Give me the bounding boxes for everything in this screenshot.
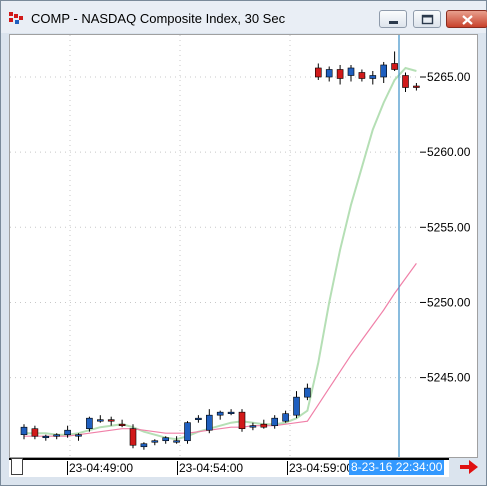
candle-up — [216, 411, 224, 416]
window-title: COMP - NASDAQ Composite Index, 30 Sec — [31, 11, 286, 26]
candle-down — [31, 428, 39, 437]
y-tick-label: 5265.00 — [427, 70, 471, 84]
candle-up — [64, 429, 71, 436]
candle-down — [402, 75, 409, 88]
candle-up — [347, 67, 355, 76]
candle-up — [184, 422, 191, 442]
close-icon — [462, 15, 473, 25]
candle-up — [53, 434, 61, 437]
time-scroll-handle[interactable] — [11, 458, 23, 475]
candle-up — [249, 425, 257, 428]
moving-average-line — [24, 263, 417, 437]
time-axis-line — [9, 458, 449, 460]
cursor-time-label: 8-23-16 22:34:00 — [349, 460, 445, 475]
candle-down — [129, 428, 137, 446]
candle-down — [391, 63, 398, 70]
moving-average-line — [24, 66, 417, 441]
candle-up — [151, 440, 159, 443]
y-tick-label: 5255.00 — [427, 220, 471, 234]
candle-up — [369, 75, 377, 79]
candle-down — [238, 411, 246, 430]
chart-app-icon — [9, 12, 23, 24]
y-tick-label: 5260.00 — [427, 145, 471, 159]
maximize-button[interactable] — [413, 10, 441, 28]
candle-up — [227, 411, 235, 414]
candle-up — [271, 417, 279, 426]
maximize-icon — [421, 14, 434, 25]
candle-down — [336, 69, 344, 79]
candle-down — [358, 72, 366, 79]
y-tick-label: 5250.00 — [427, 295, 471, 309]
x-tick-label: 23-04:59:00 — [287, 461, 354, 475]
close-button[interactable] — [446, 10, 487, 28]
y-tick-label: 5245.00 — [427, 371, 471, 385]
candle-up — [97, 419, 104, 422]
candle-up — [195, 417, 202, 420]
candlestick-chart[interactable]: 5265.00 5260.00 5255.00 5250.00 5245.00 — [10, 35, 477, 457]
candle-down — [107, 419, 115, 422]
candle-up — [282, 413, 289, 422]
title-bar[interactable]: COMP - NASDAQ Composite Index, 30 Sec — [1, 1, 487, 33]
candle-up — [140, 443, 148, 448]
candle-up — [86, 417, 93, 430]
time-axis-bar[interactable]: 23-04:49:00 23-04:54:00 23-04:59:00 8-23… — [9, 458, 449, 477]
candle-down — [118, 423, 126, 426]
candle-up — [325, 69, 333, 78]
candle-up — [75, 434, 82, 437]
candle-down — [413, 85, 420, 88]
candle-up — [206, 414, 213, 431]
minimize-icon — [389, 21, 398, 24]
right-arrow-icon[interactable] — [459, 459, 479, 475]
candle-up — [293, 396, 300, 416]
candle-down — [314, 67, 322, 78]
x-tick-label: 23-04:49:00 — [67, 461, 134, 475]
minimize-button[interactable] — [379, 10, 407, 28]
candle-up — [162, 437, 169, 442]
candle-up — [20, 426, 28, 436]
candle-up — [380, 64, 388, 78]
candle-up — [42, 435, 50, 439]
candle-down — [260, 423, 268, 428]
candle-up — [173, 440, 180, 443]
candle-up — [304, 387, 311, 398]
x-tick-label: 23-04:54:00 — [177, 461, 244, 475]
chart-area[interactable]: 5265.00 5260.00 5255.00 5250.00 5245.00 — [9, 34, 478, 458]
